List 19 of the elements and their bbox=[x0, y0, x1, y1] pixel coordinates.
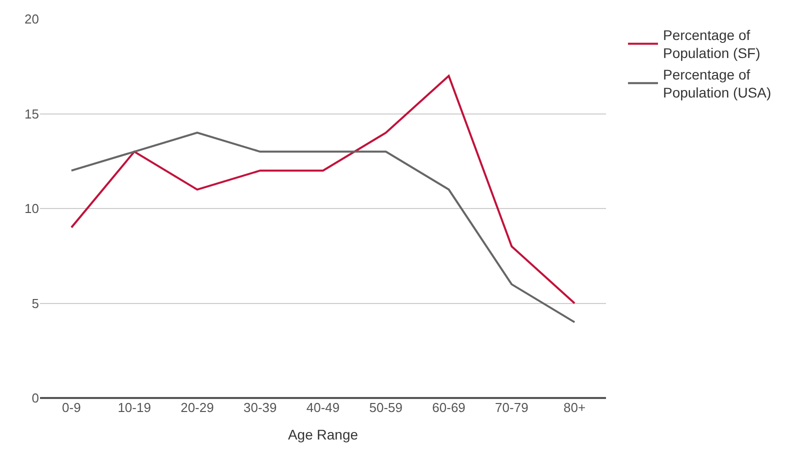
x-axis-title: Age Range bbox=[288, 426, 358, 442]
legend-label: Percentage of Population (USA) bbox=[662, 66, 772, 101]
y-tick-label: 20 bbox=[24, 12, 39, 27]
legend-label: Percentage of Population (SF) bbox=[662, 27, 760, 62]
x-tick-label: 80+ bbox=[564, 400, 586, 415]
x-tick-label: 0-9 bbox=[62, 400, 81, 415]
y-tick-label: 15 bbox=[24, 106, 39, 122]
x-tick-label: 70-79 bbox=[495, 400, 528, 415]
x-tick-label: 40-49 bbox=[306, 400, 340, 415]
x-tick-label: 10-19 bbox=[118, 400, 151, 415]
y-tick-label: 5 bbox=[32, 296, 39, 311]
x-tick-label: 20-29 bbox=[180, 400, 214, 415]
x-tick-label: 60-69 bbox=[432, 400, 466, 415]
y-tick-label: 0 bbox=[32, 390, 39, 406]
y-tick-label: 10 bbox=[24, 201, 39, 216]
x-tick-label: 50-59 bbox=[369, 400, 403, 415]
x-tick-label: 30-39 bbox=[243, 400, 277, 415]
line-series bbox=[70, 74, 576, 304]
line-series bbox=[70, 132, 576, 324]
